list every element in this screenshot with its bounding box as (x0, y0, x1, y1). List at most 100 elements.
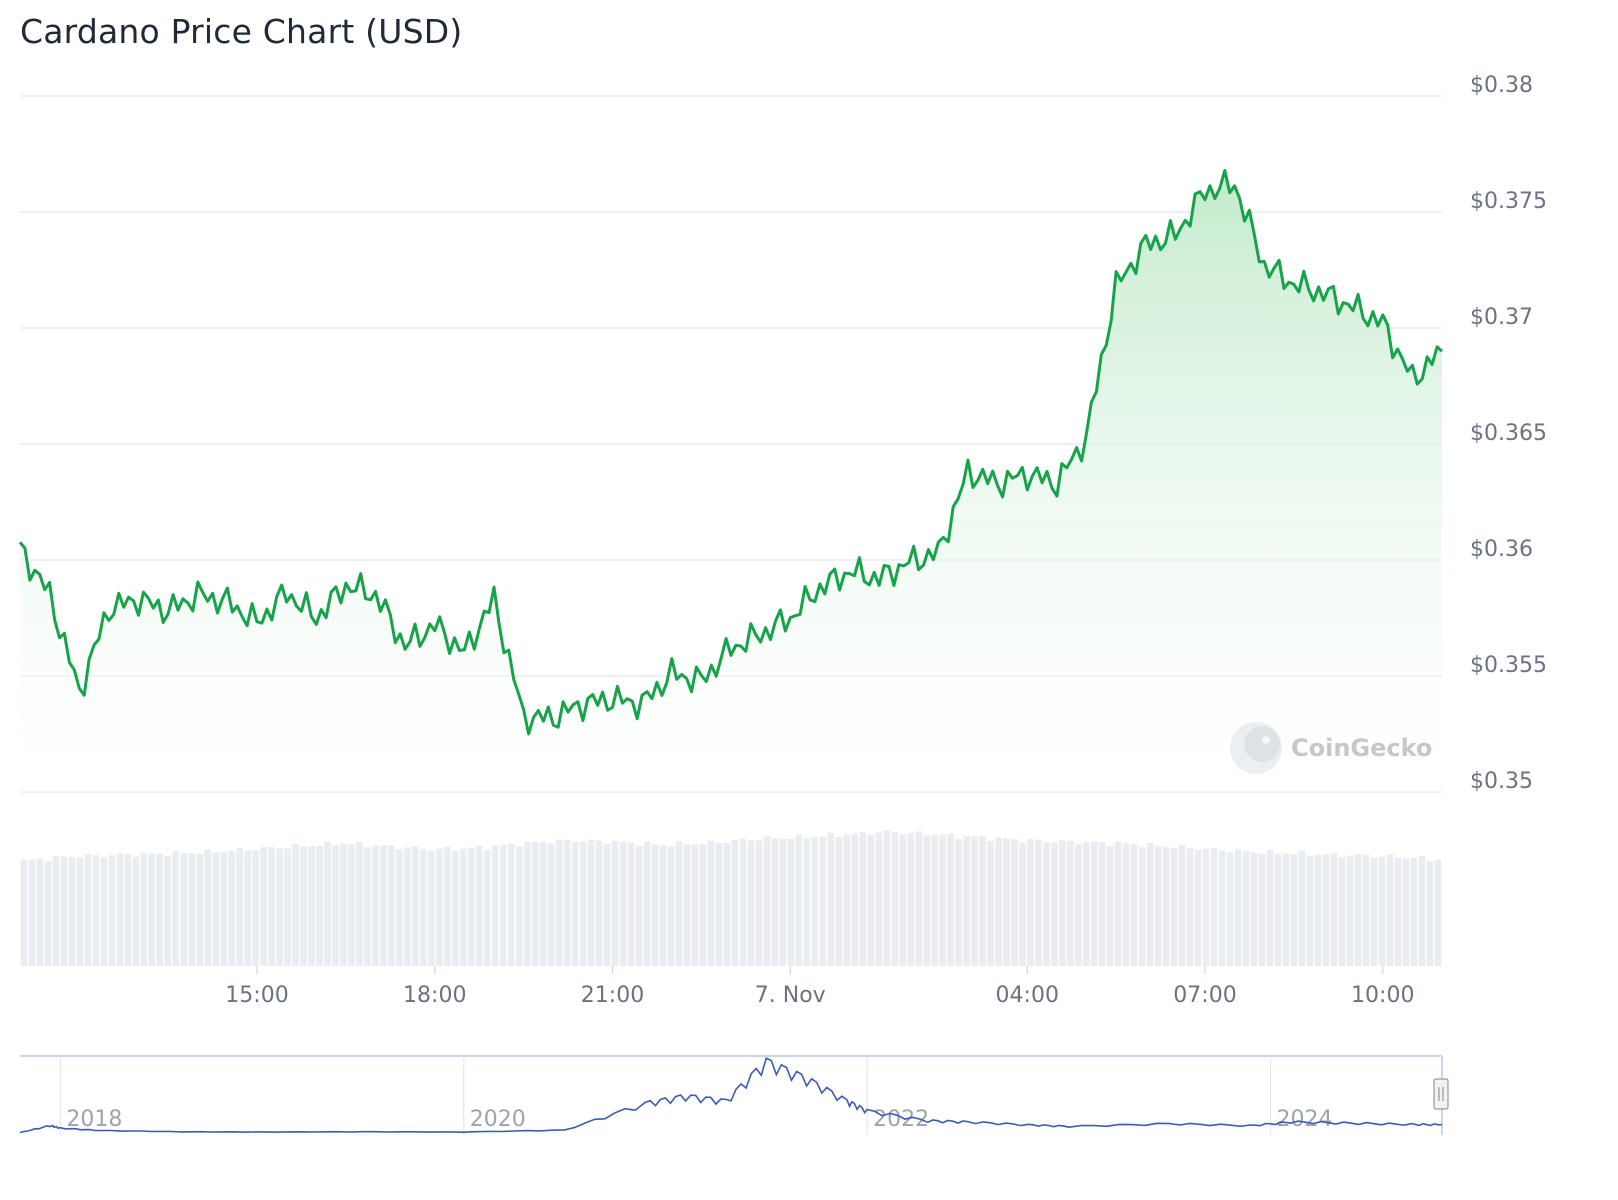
x-tick-label: 07:00 (1173, 983, 1236, 1008)
volume-bar (555, 839, 563, 966)
volume-bar (1234, 849, 1242, 966)
volume-bar (563, 839, 571, 966)
volume-bar (571, 842, 579, 966)
volume-bar (947, 833, 954, 966)
volume-bar (739, 838, 747, 966)
navigator-year-label: 2018 (66, 1107, 122, 1132)
volume-bar (1194, 849, 1202, 966)
x-tick-label: 7. Nov (755, 983, 826, 1008)
volume-bar (1035, 839, 1042, 966)
volume-bar (1298, 850, 1306, 966)
volume-bar (1115, 841, 1122, 966)
volume-bar (787, 839, 795, 966)
volume-bar (715, 843, 723, 966)
y-tick-label: $0.35 (1470, 769, 1533, 794)
coingecko-watermark: CoinGecko (1230, 722, 1432, 774)
volume-bar (747, 840, 755, 966)
volume-bar (1178, 845, 1186, 966)
volume-bar (236, 847, 243, 966)
volume-bar (691, 844, 699, 966)
volume-bar (1242, 851, 1250, 966)
volume-bar (1107, 845, 1114, 966)
volume-bar (483, 849, 491, 966)
volume-bar (899, 834, 906, 966)
y-tick-label: $0.375 (1470, 189, 1547, 214)
volume-bar (1322, 854, 1330, 966)
volume-bar (451, 850, 459, 966)
volume-bar (116, 853, 124, 966)
volume-bar (1170, 848, 1178, 966)
volume-bar (1282, 853, 1290, 966)
volume-bar (1418, 855, 1426, 966)
volume-bar (60, 856, 68, 966)
volume-bar (851, 833, 859, 966)
volume-bar (1123, 843, 1130, 966)
volume-bar (380, 845, 387, 966)
volume-bar (1019, 842, 1026, 966)
volume-bar (1314, 854, 1322, 966)
volume-bar (907, 832, 914, 966)
volume-bar (1274, 853, 1282, 966)
volume-bar (587, 839, 595, 966)
price-line[interactable] (18, 169, 1443, 736)
volume-bar (779, 838, 787, 966)
volume-bar (156, 853, 163, 966)
volume-bar (1258, 853, 1266, 966)
volume-bar (428, 850, 435, 966)
volume-bar (1043, 842, 1050, 966)
volume-bar (148, 853, 156, 966)
volume-bar (1386, 854, 1394, 966)
volume-bar (372, 845, 379, 966)
volume-bar (1139, 847, 1146, 966)
volume-bar (100, 857, 108, 966)
volume-bar (891, 831, 898, 966)
volume-bar (475, 845, 483, 966)
volume-bar (651, 844, 659, 966)
volume-bar (1075, 844, 1082, 966)
volume-bar (292, 844, 299, 966)
volume-bar (499, 844, 507, 966)
volume-bar (300, 846, 307, 966)
volume-bar (1162, 847, 1170, 966)
navigator-series (19, 1056, 1443, 1134)
coingecko-logo-icon (1230, 722, 1282, 774)
volume-bar (603, 843, 611, 966)
navigator-handle-icon[interactable] (1433, 1078, 1449, 1110)
volume-bar (931, 835, 938, 966)
volume-bar (819, 836, 827, 966)
volume-bar (1027, 839, 1034, 966)
volume-bar (404, 847, 411, 966)
coingecko-watermark-text: CoinGecko (1291, 734, 1432, 762)
volume-bar (436, 848, 443, 966)
range-navigator[interactable]: 2018 2020 2022 2024 (19, 1055, 1449, 1135)
volume-bar (76, 857, 84, 966)
volume-bars (20, 830, 1442, 966)
volume-bar (867, 835, 874, 966)
volume-bar (683, 844, 691, 966)
volume-bar (420, 848, 427, 966)
volume-bar (1210, 847, 1218, 966)
volume-bar (595, 840, 603, 966)
volume-bar (172, 850, 179, 966)
price-line-group (18, 169, 1443, 736)
volume-bar (1059, 840, 1066, 966)
volume-bar (276, 848, 283, 966)
volume-bar (1186, 848, 1194, 966)
volume-bar (619, 841, 627, 966)
page-title: Cardano Price Chart (USD) (20, 12, 463, 51)
volume-bar (348, 844, 355, 966)
volume-bar (212, 852, 219, 966)
volume-bar (1330, 852, 1338, 966)
volume-bar (260, 847, 267, 966)
volume-bar (763, 836, 771, 966)
volume-bar (316, 845, 323, 966)
volume-bar (180, 853, 187, 966)
volume-bar (1266, 849, 1274, 966)
volume-bar (811, 837, 819, 966)
volume-bar (755, 840, 763, 966)
volume-bar (1155, 846, 1162, 966)
y-tick-label: $0.37 (1470, 305, 1533, 330)
volume-bar (523, 841, 531, 966)
